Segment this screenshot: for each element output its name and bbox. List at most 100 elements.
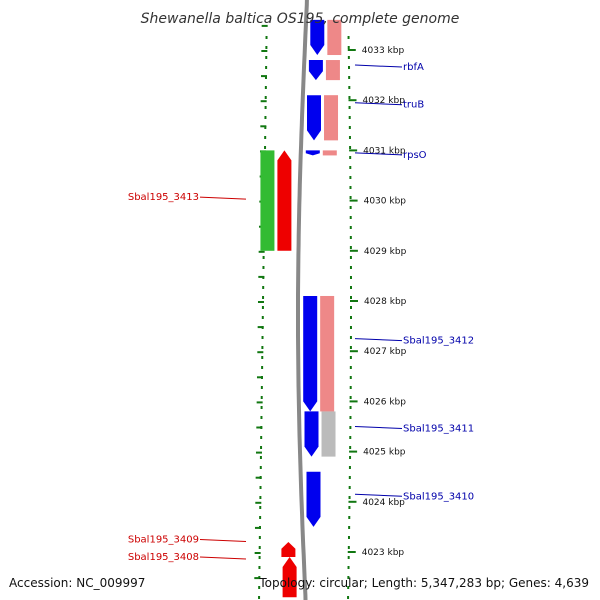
ruler-dot xyxy=(349,456,352,459)
genome-summary-text: Topology: circular; Length: 5,347,283 bp… xyxy=(258,576,589,590)
label-leader-line xyxy=(199,556,247,560)
ruler-dash xyxy=(255,476,262,479)
axis-tick xyxy=(347,49,356,51)
ruler-dot xyxy=(348,476,351,479)
ruler-dot xyxy=(349,296,352,299)
ruler-dot xyxy=(265,56,268,59)
ruler-dot xyxy=(349,406,352,409)
gene-label-forward: Sbal195_3408 xyxy=(128,552,199,563)
ruler-dash xyxy=(257,351,264,354)
ruler-dot xyxy=(258,546,261,549)
label-leader-line xyxy=(354,64,403,68)
reverse-gene-bar xyxy=(325,60,340,81)
accession-text: Accession: NC_009997 xyxy=(9,576,145,590)
ruler-dot xyxy=(260,396,263,399)
ruler-dot xyxy=(349,316,352,319)
ruler-dot xyxy=(348,496,351,499)
ruler-dash xyxy=(255,501,262,504)
reverse-cds-arrow xyxy=(307,95,321,141)
ruler-dot xyxy=(259,456,262,459)
ruler-dash xyxy=(257,301,264,303)
axis-tick-label: 4027 kbp xyxy=(364,347,407,357)
reverse-cds-arrow xyxy=(303,296,318,412)
axis-tick xyxy=(349,249,358,252)
reverse-cds-arrow xyxy=(305,150,320,156)
ruler-dot xyxy=(348,66,351,69)
label-leader-line xyxy=(354,426,403,429)
dotted-ruler-right xyxy=(347,36,352,599)
ruler-dot xyxy=(264,76,267,79)
ruler-dot xyxy=(264,116,267,119)
forward-cds-arrow xyxy=(282,557,297,598)
axis-tick-label: 4033 kbp xyxy=(362,46,405,56)
ruler-dash xyxy=(254,526,261,529)
axis-tick-label: 4024 kbp xyxy=(362,498,405,508)
forward-gene-bar xyxy=(260,150,275,251)
ruler-dot xyxy=(258,586,261,589)
ruler-dot xyxy=(347,576,350,579)
ruler-dot xyxy=(348,506,351,509)
ruler-dot xyxy=(265,46,268,49)
forward-cds-arrow xyxy=(281,542,296,557)
axis-tick-label: 4032 kbp xyxy=(363,96,406,106)
ruler-dot xyxy=(349,306,352,309)
ruler-dot xyxy=(264,136,267,139)
ruler-dot xyxy=(258,556,261,559)
ruler-dash xyxy=(254,577,261,580)
ruler-dot xyxy=(349,436,352,439)
axis-tick xyxy=(349,400,358,403)
axis-tick-label: 4023 kbp xyxy=(362,548,405,558)
ruler-dot xyxy=(259,486,262,489)
ruler-dash xyxy=(260,75,267,78)
axis-tick xyxy=(349,300,358,302)
ruler-dash xyxy=(256,426,263,429)
ruler-dot xyxy=(348,76,351,79)
reverse-gene-bar xyxy=(322,150,337,156)
ruler-dot xyxy=(259,466,262,469)
dotted-ruler-left xyxy=(254,24,268,599)
ruler-dot xyxy=(349,396,352,399)
ruler-dot xyxy=(349,186,352,189)
ruler-dot xyxy=(349,366,352,369)
ruler-dot xyxy=(261,346,264,349)
forward-cds-arrow xyxy=(277,150,292,251)
ruler-dash xyxy=(260,125,267,128)
ruler-dash xyxy=(261,50,268,52)
ruler-dash xyxy=(258,250,265,253)
ruler-dot xyxy=(349,276,352,279)
ruler-dot xyxy=(349,226,352,229)
ruler-dot xyxy=(348,466,351,469)
ruler-dot xyxy=(261,356,264,359)
ruler-dot xyxy=(258,566,261,569)
label-leader-line xyxy=(354,102,403,106)
reverse-cds-arrow xyxy=(304,411,319,457)
ruler-dot xyxy=(261,316,264,319)
ruler-dot xyxy=(349,256,352,259)
axis-tick-label: 4030 kbp xyxy=(364,197,407,207)
ruler-dot xyxy=(349,416,352,419)
axis-tick-label: 4031 kbp xyxy=(363,146,406,156)
ruler-dot xyxy=(349,236,352,239)
ruler-dot xyxy=(349,426,352,429)
gene-label-reverse: truB xyxy=(403,100,424,111)
reverse-cds-arrow xyxy=(308,60,323,81)
ruler-dot xyxy=(349,246,352,249)
label-leader-line xyxy=(199,538,247,542)
ruler-dot xyxy=(349,156,352,159)
ruler-dot xyxy=(260,406,263,409)
ruler-dot xyxy=(349,446,352,449)
ruler-dot xyxy=(259,496,262,499)
axis-tick xyxy=(348,500,357,503)
label-leader-line xyxy=(354,338,403,342)
reverse-feature-bar xyxy=(321,411,336,457)
ruler-dot xyxy=(348,526,351,529)
ruler-dot xyxy=(264,96,267,99)
ruler-dot xyxy=(260,436,263,439)
ruler-dot xyxy=(347,46,350,49)
ruler-dash xyxy=(255,451,262,454)
ruler-dot xyxy=(349,216,352,219)
ruler-dot xyxy=(347,536,350,539)
ruler-dot xyxy=(349,166,352,169)
reverse-cds-arrow xyxy=(310,19,325,55)
